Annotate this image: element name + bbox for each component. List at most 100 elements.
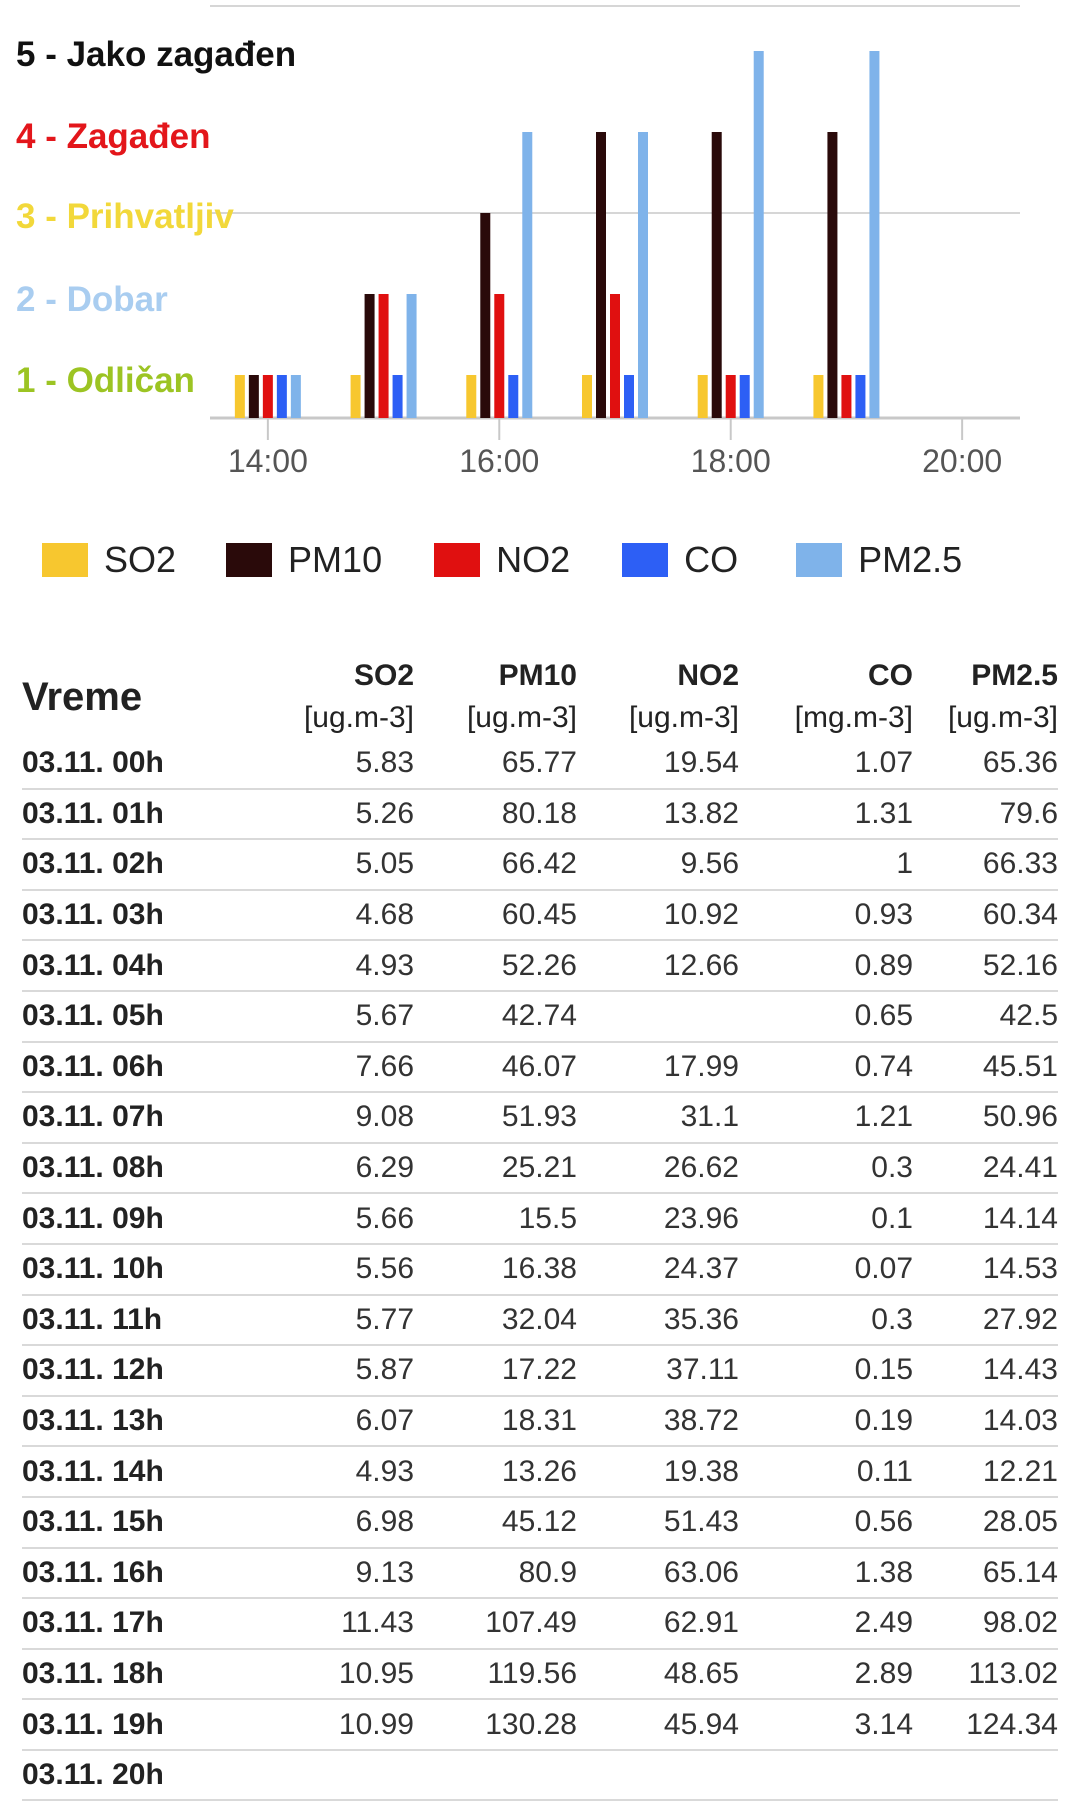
value-cell: 5.77 <box>222 1294 414 1347</box>
value-cell: 1.21 <box>739 1092 913 1144</box>
table-header-row: Vreme SO2 [ug.m-3] PM10 [ug.m-3] NO2 [ug.m-3]… <box>22 655 1058 739</box>
value-cell: 0.15 <box>739 1345 913 1397</box>
value-cell: 11.43 <box>222 1598 414 1650</box>
value-cell: 9.56 <box>577 839 739 891</box>
value-cell: 42.74 <box>414 990 577 1043</box>
table-row: 03.11. 07h 9.08 51.93 31.1 1.21 50.96 <box>22 1092 1058 1144</box>
value-cell: 15.5 <box>414 1193 577 1245</box>
bar-pm10-1500 <box>364 294 375 418</box>
value-cell: 2.49 <box>739 1598 913 1650</box>
legend-item-co: CO <box>622 539 738 581</box>
table-row: 03.11. 13h 6.07 18.31 38.72 0.19 14.03 <box>22 1395 1058 1448</box>
x-tick-label-1400: 14:00 <box>228 443 308 479</box>
row-time-cell: 03.11. 06h <box>22 1041 222 1094</box>
bar-so2-1400 <box>234 375 245 418</box>
value-cell: 98.02 <box>913 1598 1058 1650</box>
value-cell: 14.53 <box>913 1243 1058 1296</box>
row-time-cell: 03.11. 12h <box>22 1345 222 1397</box>
table-row: 03.11. 11h 5.77 32.04 35.36 0.3 27.92 <box>22 1294 1058 1347</box>
value-cell: 51.43 <box>577 1496 739 1549</box>
value-cell: 5.56 <box>222 1243 414 1296</box>
row-time-cell: 03.11. 07h <box>22 1092 222 1144</box>
y-level-label-3: 3 - Prihvatljiv <box>16 197 234 236</box>
value-cell: 4.68 <box>222 889 414 942</box>
legend-label: PM2.5 <box>858 539 963 580</box>
value-cell: 66.33 <box>913 839 1058 891</box>
column-header-unit: [ug.m-3] <box>628 701 739 734</box>
value-cell: 65.36 <box>913 739 1058 790</box>
value-cell: 0.74 <box>739 1041 913 1094</box>
value-cell: 65.14 <box>913 1547 1058 1600</box>
value-cell: 3.14 <box>739 1699 913 1751</box>
value-cell: 60.45 <box>414 889 577 942</box>
value-cell: 5.87 <box>222 1345 414 1397</box>
table-row: 03.11. 20h <box>22 1749 1058 1802</box>
bar-pm25-1800 <box>753 51 764 418</box>
bar-co-1600 <box>508 375 519 418</box>
y-level-label-4: 4 - Zagađen <box>16 117 210 156</box>
row-time-cell: 03.11. 08h <box>22 1142 222 1195</box>
table-row: 03.11. 01h 5.26 80.18 13.82 1.31 79.6 <box>22 788 1058 841</box>
measurements-table: Vreme SO2 [ug.m-3] PM10 [ug.m-3] NO2 [ug.m-3]… <box>22 655 1058 1802</box>
row-time-cell: 03.11. 02h <box>22 839 222 891</box>
legend-swatch <box>434 543 481 577</box>
value-cell: 62.91 <box>577 1598 739 1650</box>
table-row: 03.11. 03h 4.68 60.45 10.92 0.93 60.34 <box>22 889 1058 942</box>
value-cell: 10.99 <box>222 1699 414 1751</box>
value-cell: 9.13 <box>222 1547 414 1600</box>
bar-co-1800 <box>739 375 750 418</box>
bar-so2-1800 <box>697 375 708 418</box>
row-time-cell: 03.11. 01h <box>22 788 222 841</box>
y-level-label-1: 1 - Odličan <box>16 361 195 400</box>
row-time-cell: 03.11. 05h <box>22 990 222 1043</box>
bar-co-1900 <box>855 375 866 418</box>
table-row: 03.11. 06h 7.66 46.07 17.99 0.74 45.51 <box>22 1041 1058 1094</box>
legend-swatch <box>42 543 88 577</box>
value-cell: 10.92 <box>577 889 739 942</box>
value-cell: 0.3 <box>739 1142 913 1195</box>
value-cell: 23.96 <box>577 1193 739 1245</box>
value-cell: 0.11 <box>739 1446 913 1498</box>
column-header-unit: [ug.m-3] <box>947 701 1058 734</box>
value-cell: 80.18 <box>414 788 577 841</box>
bar-pm10-1700 <box>596 132 606 418</box>
legend-swatch <box>622 543 669 577</box>
legend-item-pm25: PM2.5 <box>796 539 962 581</box>
value-cell: 5.05 <box>222 839 414 891</box>
bar-pm25-1900 <box>869 51 880 418</box>
table-row: 03.11. 04h 4.93 52.26 12.66 0.89 52.16 <box>22 940 1058 992</box>
bar-no2-1600 <box>494 294 505 418</box>
table-row: 03.11. 05h 5.67 42.74 0.65 42.5 <box>22 990 1058 1043</box>
value-cell: 1.31 <box>739 788 913 841</box>
value-cell: 0.65 <box>739 990 913 1043</box>
bar-pm25-1500 <box>406 294 417 418</box>
value-cell: 25.21 <box>414 1142 577 1195</box>
bar-no2-1800 <box>725 375 736 418</box>
column-header-no2: NO2 [ug.m-3] <box>577 655 739 739</box>
legend-label: PM10 <box>288 539 383 580</box>
table-row: 03.11. 12h 5.87 17.22 37.11 0.15 14.43 <box>22 1345 1058 1397</box>
value-cell: 19.54 <box>577 739 739 790</box>
table-row: 03.11. 15h 6.98 45.12 51.43 0.56 28.05 <box>22 1496 1058 1549</box>
y-level-label-5: 5 - Jako zagađen <box>16 35 296 74</box>
value-cell: 0.1 <box>739 1193 913 1245</box>
value-cell: 1.38 <box>739 1547 913 1600</box>
value-cell: 5.67 <box>222 990 414 1043</box>
bar-so2-1700 <box>582 375 592 418</box>
value-cell <box>577 990 739 1043</box>
bar-no2-1400 <box>262 375 273 418</box>
value-cell: 45.94 <box>577 1699 739 1751</box>
table-row: 03.11. 08h 6.29 25.21 26.62 0.3 24.41 <box>22 1142 1058 1195</box>
bar-no2-1700 <box>610 294 620 418</box>
bar-pm25-1600 <box>522 132 533 418</box>
table-row: 03.11. 19h 10.99 130.28 45.94 3.14 124.34 <box>22 1699 1058 1751</box>
row-time-cell: 03.11. 18h <box>22 1648 222 1701</box>
row-time-cell: 03.11. 10h <box>22 1243 222 1296</box>
row-time-cell: 03.11. 19h <box>22 1699 222 1751</box>
value-cell: 60.34 <box>913 889 1058 942</box>
value-cell: 24.37 <box>577 1243 739 1296</box>
value-cell: 0.3 <box>739 1294 913 1347</box>
column-header-pm10: PM10 [ug.m-3] <box>414 655 577 739</box>
y-level-label-2: 2 - Dobar <box>16 280 168 319</box>
value-cell: 6.07 <box>222 1395 414 1448</box>
